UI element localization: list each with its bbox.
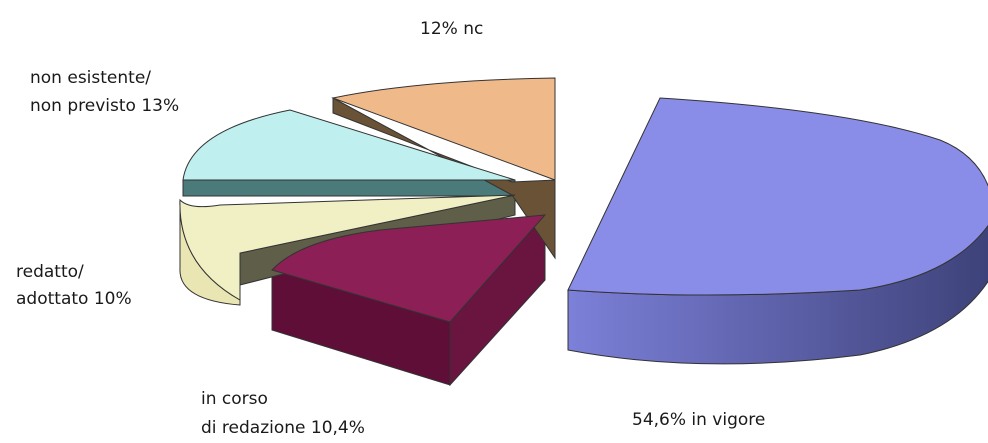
label-in-corso-line1: in corso xyxy=(201,389,268,409)
slice-top-non-esistente[interactable] xyxy=(182,109,516,181)
label-redatto-line1: redatto/ xyxy=(16,262,84,282)
pie-top-faces xyxy=(179,77,988,323)
label-in-corso-line2: di redazione 10,4% xyxy=(201,418,365,438)
label-in-vigore: 54,6% in vigore xyxy=(632,410,765,430)
pie-labels: 12% nc non esistente/ non previsto 13% r… xyxy=(16,19,765,438)
slice-top-nc[interactable] xyxy=(331,77,556,181)
slice-top-redatto[interactable] xyxy=(179,194,516,301)
slice-top-in-vigore[interactable] xyxy=(567,97,988,296)
label-redatto-line2: adottato 10% xyxy=(16,289,132,309)
slice-top-in-corso[interactable] xyxy=(271,214,547,323)
label-nc: 12% nc xyxy=(420,19,483,39)
label-non-esistente-line2: non previsto 13% xyxy=(30,96,179,116)
slice-side-non-esistente xyxy=(182,179,516,197)
label-non-esistente-line1: non esistente/ xyxy=(30,68,151,88)
